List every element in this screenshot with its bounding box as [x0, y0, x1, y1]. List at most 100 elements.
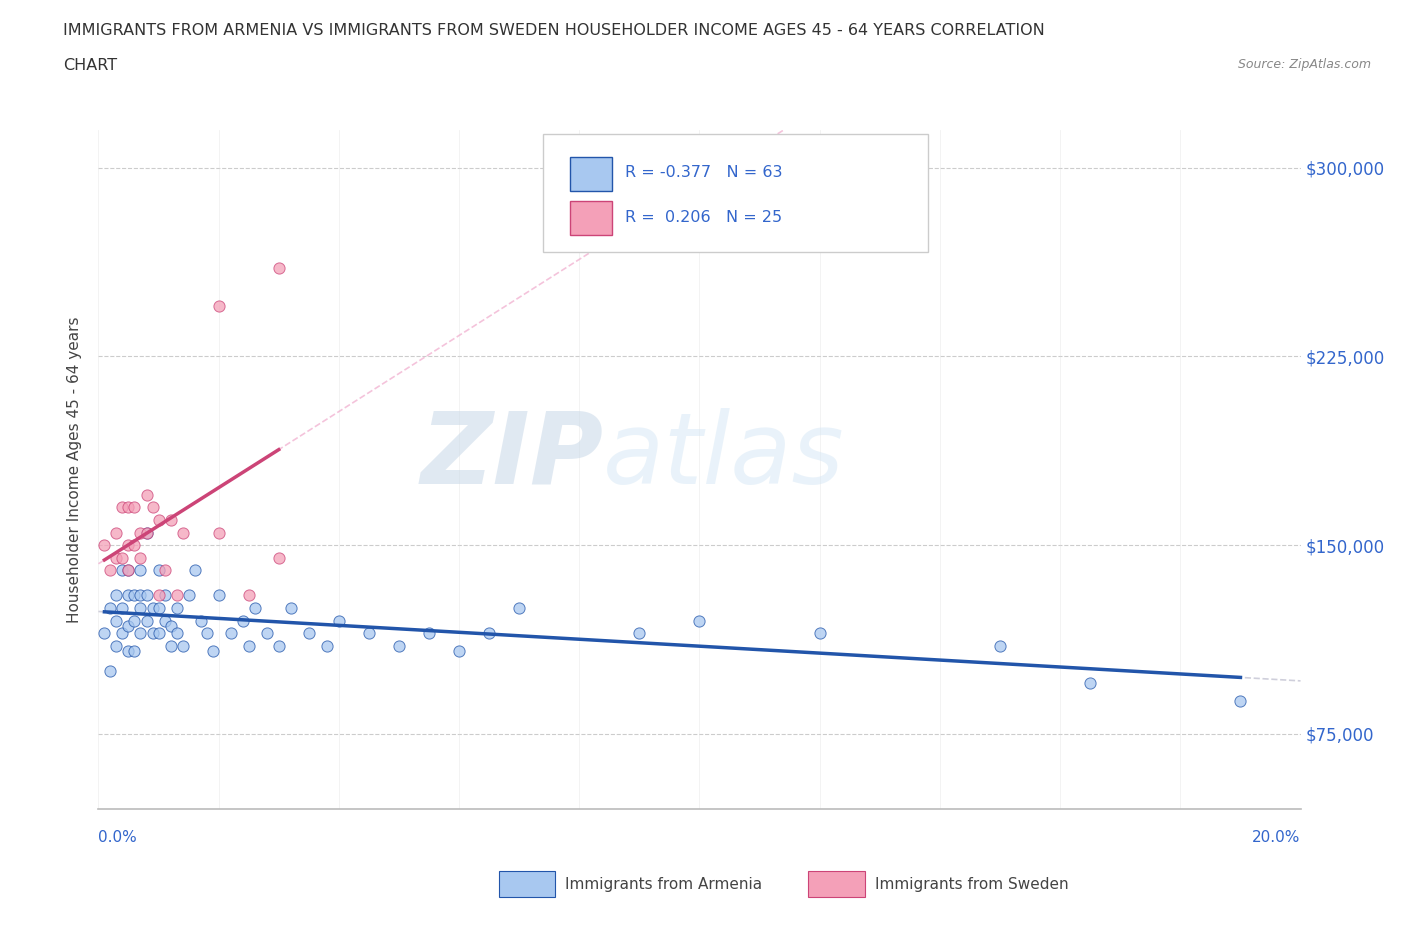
Point: [105, 551, 128, 565]
Text: 20.0%: 20.0%: [1253, 830, 1301, 844]
Point: [447, 644, 470, 658]
Point: [129, 626, 152, 641]
FancyBboxPatch shape: [543, 134, 928, 252]
Point: [100, 563, 122, 578]
Point: [111, 626, 134, 641]
Point: [238, 588, 260, 603]
Text: atlas: atlas: [603, 407, 845, 505]
Point: [111, 551, 134, 565]
Point: [148, 601, 170, 616]
Point: [256, 626, 278, 641]
Point: [117, 563, 139, 578]
Point: [111, 601, 134, 616]
Point: [117, 588, 139, 603]
Point: [219, 626, 242, 641]
Point: [124, 588, 146, 603]
Point: [124, 613, 146, 628]
Point: [153, 563, 176, 578]
Point: [111, 500, 134, 515]
Point: [243, 601, 266, 616]
Point: [988, 638, 1011, 653]
Point: [117, 500, 139, 515]
Point: [190, 613, 212, 628]
Point: [208, 299, 231, 313]
Point: [267, 638, 290, 653]
Point: [105, 613, 128, 628]
Point: [117, 644, 139, 658]
Point: [418, 626, 440, 641]
Point: [153, 588, 176, 603]
Text: 0.0%: 0.0%: [98, 830, 138, 844]
Point: [183, 563, 205, 578]
Point: [298, 626, 321, 641]
Text: ZIP: ZIP: [420, 407, 603, 505]
Point: [141, 626, 163, 641]
Point: [135, 525, 157, 540]
Text: Immigrants from Armenia: Immigrants from Armenia: [565, 877, 762, 892]
Point: [129, 563, 152, 578]
Point: [105, 588, 128, 603]
Point: [238, 638, 260, 653]
Point: [388, 638, 411, 653]
FancyBboxPatch shape: [569, 157, 612, 192]
Point: [141, 601, 163, 616]
Point: [159, 638, 181, 653]
Point: [177, 588, 200, 603]
Point: [166, 626, 188, 641]
Point: [124, 644, 146, 658]
Point: [124, 538, 146, 552]
Point: [141, 500, 163, 515]
Point: [135, 613, 157, 628]
Point: [357, 626, 380, 641]
Point: [148, 588, 170, 603]
Point: [111, 563, 134, 578]
Text: Source: ZipAtlas.com: Source: ZipAtlas.com: [1237, 58, 1371, 71]
Point: [508, 601, 530, 616]
Point: [148, 626, 170, 641]
Point: [129, 551, 152, 565]
Point: [808, 626, 831, 641]
Point: [159, 512, 181, 527]
Point: [135, 487, 157, 502]
Point: [232, 613, 254, 628]
Point: [100, 663, 122, 678]
Point: [280, 601, 302, 616]
Point: [328, 613, 350, 628]
Point: [100, 601, 122, 616]
FancyBboxPatch shape: [569, 202, 612, 235]
Point: [117, 538, 139, 552]
Text: R =  0.206   N = 25: R = 0.206 N = 25: [624, 209, 782, 225]
Point: [1078, 676, 1101, 691]
Point: [159, 618, 181, 633]
Point: [201, 644, 224, 658]
Point: [478, 626, 501, 641]
Point: [628, 626, 651, 641]
Point: [267, 551, 290, 565]
Point: [267, 261, 290, 276]
Point: [129, 601, 152, 616]
Point: [93, 626, 115, 641]
Point: [166, 588, 188, 603]
Point: [117, 618, 139, 633]
Point: [117, 563, 139, 578]
Point: [1229, 694, 1251, 709]
Text: IMMIGRANTS FROM ARMENIA VS IMMIGRANTS FROM SWEDEN HOUSEHOLDER INCOME AGES 45 - 6: IMMIGRANTS FROM ARMENIA VS IMMIGRANTS FR…: [63, 23, 1045, 38]
Point: [129, 588, 152, 603]
Y-axis label: Householder Income Ages 45 - 64 years: Householder Income Ages 45 - 64 years: [67, 316, 83, 623]
Point: [148, 512, 170, 527]
Point: [129, 525, 152, 540]
Point: [195, 626, 218, 641]
Point: [208, 588, 231, 603]
Text: CHART: CHART: [63, 58, 117, 73]
Point: [135, 588, 157, 603]
Point: [689, 613, 711, 628]
Point: [172, 638, 194, 653]
Text: Immigrants from Sweden: Immigrants from Sweden: [875, 877, 1069, 892]
Point: [315, 638, 337, 653]
Text: R = -0.377   N = 63: R = -0.377 N = 63: [624, 165, 783, 179]
Point: [172, 525, 194, 540]
Point: [148, 563, 170, 578]
Point: [124, 500, 146, 515]
Point: [93, 538, 115, 552]
Point: [105, 525, 128, 540]
